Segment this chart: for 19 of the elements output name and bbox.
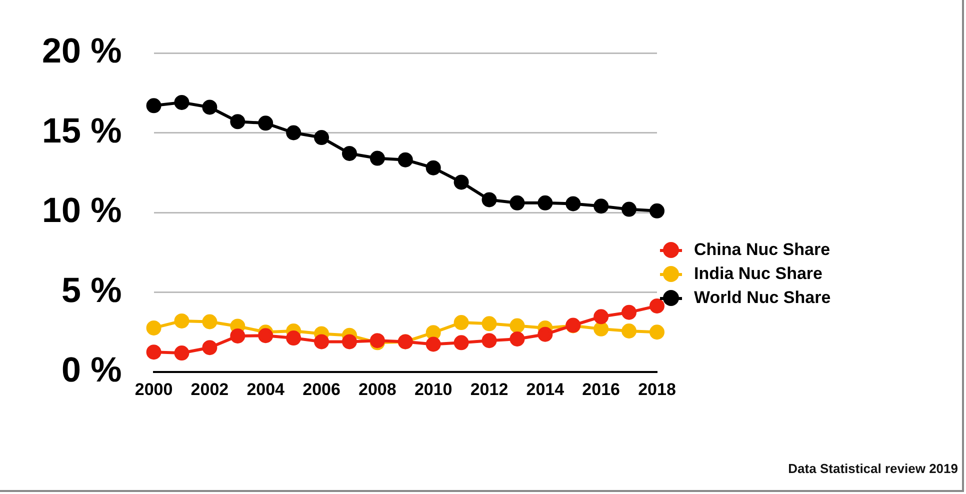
y-tick-label: 5 % <box>61 270 122 310</box>
y-tick-label: 0 % <box>61 350 122 390</box>
x-tick-label: 2010 <box>414 380 452 399</box>
x-tick-label: 2014 <box>526 380 565 399</box>
x-tick-label: 2018 <box>638 380 676 399</box>
legend-label: India Nuc Share <box>694 264 822 284</box>
legend-label: World Nuc Share <box>694 288 831 308</box>
x-tick-label: 2002 <box>190 380 229 399</box>
y-tick-label: 15 % <box>42 111 122 150</box>
x-tick-label: 2016 <box>582 380 620 399</box>
text: Data Statistical review 2019 <box>788 461 958 476</box>
legend-label: China Nuc Share <box>694 240 830 260</box>
x-tick-label: 2008 <box>358 380 396 399</box>
x-tick-label: 2000 <box>134 380 173 399</box>
x-tick-label: 2012 <box>470 380 508 399</box>
y-tick-label: 10 % <box>42 191 122 230</box>
x-tick-label: 2006 <box>302 380 340 399</box>
y-tick-label: 20 % <box>42 32 122 71</box>
x-tick-label: 2004 <box>246 380 286 399</box>
